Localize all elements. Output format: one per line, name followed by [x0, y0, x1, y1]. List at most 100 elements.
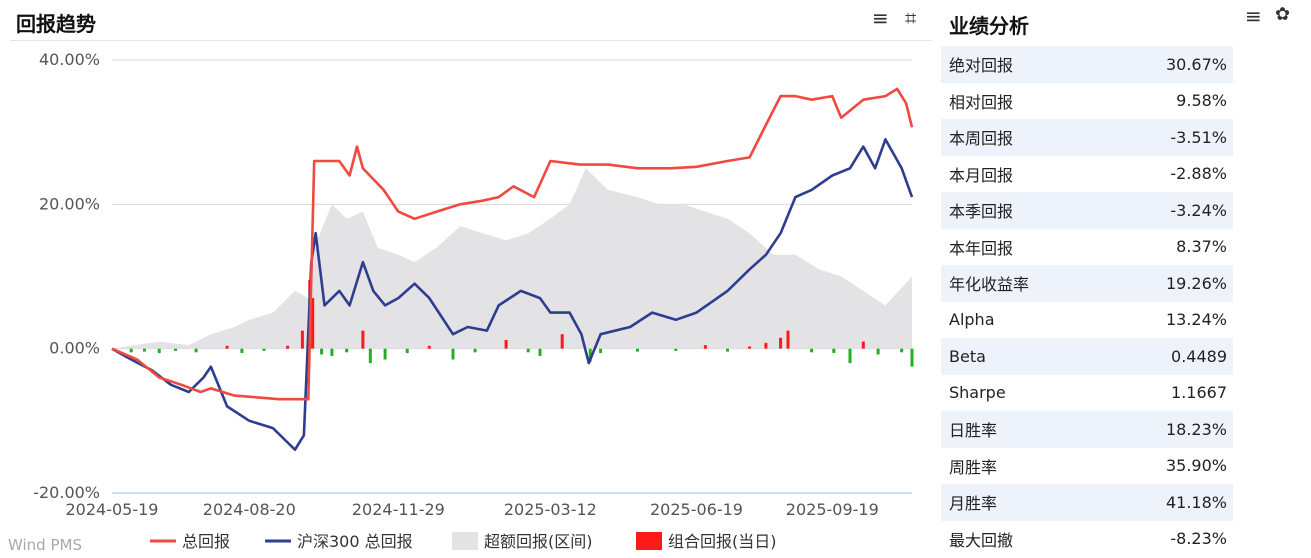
metric-label: Alpha [949, 310, 995, 330]
metric-row: 本年回报 8.37% [941, 229, 1233, 266]
daily-return-bar [157, 348, 161, 353]
hs300-return-line [111, 138, 914, 451]
metric-label: 绝对回报 [949, 56, 1014, 76]
settings-icon[interactable]: ✿ [1275, 4, 1291, 25]
metric-value: 35.90% [1165, 456, 1227, 476]
return-trend-title: 回报趋势 [16, 12, 96, 36]
daily-return-bar [748, 346, 752, 349]
x-tick-label: 2024-08-20 [203, 500, 296, 519]
metric-value: 0.4489 [1171, 346, 1227, 366]
metric-value: -3.24% [1170, 200, 1227, 220]
metric-label: 本季回报 [949, 202, 1014, 222]
menu-icon[interactable]: ≡ [872, 6, 889, 30]
metric-value: 19.26% [1165, 273, 1227, 293]
daily-return-bar [848, 348, 852, 364]
x-tick-label: 2024-05-19 [66, 500, 159, 519]
metric-row: 相对回报 9.58% [941, 83, 1233, 120]
x-tick-label: 2025-06-19 [650, 500, 743, 519]
daily-return-bar [861, 341, 865, 349]
excess-legend-swatch [452, 532, 478, 550]
metric-row: Sharpe 1.1667 [941, 375, 1233, 412]
metric-label: 周胜率 [949, 457, 998, 477]
title-divider [10, 40, 932, 41]
metric-row: 本周回报 -3.51% [941, 119, 1233, 156]
daily-return-bar [286, 345, 290, 349]
x-tick-label: 2025-03-12 [504, 500, 597, 519]
metric-value: 9.58% [1176, 91, 1227, 111]
crop-icon[interactable]: ⌗ [905, 6, 917, 30]
daily-legend-swatch [636, 532, 662, 550]
daily-return-bar [636, 348, 639, 352]
metric-row: Beta 0.4489 [941, 338, 1233, 375]
axis-labels-layer: 40.00% 20.00% 0.00% -20.00%2024-05-19 2024-0… [33, 50, 879, 519]
daily-return-bar [427, 345, 431, 349]
daily-return-bar [174, 348, 177, 351]
daily-return-bar [320, 348, 324, 355]
daily-return-bar [473, 348, 477, 353]
excess-return-area-layer [112, 168, 912, 349]
metric-value: 30.67% [1165, 54, 1227, 74]
chart-legend[interactable]: 总回报 沪深300 总回报 超额回报(区间) 组合回报(当日) [150, 532, 777, 551]
daily-return-bar [703, 345, 707, 349]
metric-value: 1.1667 [1171, 383, 1227, 403]
excess-return-area [112, 168, 912, 349]
y-tick-label: 0.00% [49, 339, 100, 358]
metric-row: 绝对回报 30.67% [941, 46, 1233, 83]
metric-value: 13.24% [1165, 310, 1227, 330]
total-legend-label[interactable]: 总回报 [182, 532, 230, 551]
metric-row: Alpha 13.24% [941, 302, 1233, 339]
x-tick-label: 2024-11-29 [352, 500, 445, 519]
metric-value: -3.51% [1170, 127, 1227, 147]
daily-return-bar [910, 348, 914, 367]
daily-return-bar [383, 348, 387, 360]
x-tick-label: 2025-09-19 [786, 500, 879, 519]
series-lines-layer [111, 87, 914, 451]
daily-return-bar [560, 334, 564, 349]
metric-row: 日胜率 18.23% [941, 411, 1233, 448]
daily-return-bar [368, 348, 372, 364]
daily-return-bar [300, 330, 304, 349]
metric-row: 本季回报 -3.24% [941, 192, 1233, 229]
metric-row: 月胜率 41.18% [941, 484, 1233, 521]
daily-return-bar [588, 348, 592, 362]
metric-label: 本年回报 [949, 238, 1014, 258]
metric-row: 周胜率 35.90% [941, 448, 1233, 485]
metric-label: 年化收益率 [949, 275, 1030, 295]
daily-return-bar [726, 348, 729, 352]
daily-return-bar [526, 348, 530, 353]
metric-row: 年化收益率 19.26% [941, 265, 1233, 302]
daily-return-bar [876, 348, 880, 355]
performance-metrics-table: 绝对回报 30.67% 相对回报 9.58% 本周回报 -3.51% 本月回报 -2.88% 本… [941, 46, 1233, 557]
metric-label: 本月回报 [949, 165, 1014, 185]
daily-return-bar [143, 348, 146, 352]
total-return-line [111, 87, 914, 401]
metric-label: 月胜率 [949, 494, 998, 514]
daily-return-bar [361, 330, 365, 349]
metric-value: 8.37% [1176, 237, 1227, 257]
daily-return-bar [504, 340, 508, 349]
daily-legend-label[interactable]: 组合回报(当日) [668, 532, 777, 551]
metric-row: 最大回撤 -8.23% [941, 521, 1233, 558]
daily-return-bar [674, 348, 678, 351]
metric-value: 41.18% [1165, 492, 1227, 512]
return-trend-panel: 40.00% 20.00% 0.00% -20.00% 2024-05-19 2024-0… [8, 6, 932, 554]
daily-return-bar [599, 348, 603, 353]
excess-legend-label[interactable]: 超额回报(区间) [484, 532, 593, 551]
y-tick-label: 40.00% [39, 50, 100, 69]
daily-return-bar [129, 348, 133, 353]
daily-return-bar [900, 348, 904, 353]
metric-label: 最大回撤 [949, 530, 1014, 550]
performance-analysis-panel: 业绩分析 ≡ ✿ 绝对回报 30.67% 相对回报 9.58% 本周回报 -3.51% 本月… [935, 0, 1311, 558]
y-tick-label: -20.00% [33, 483, 100, 502]
hs300-legend-label[interactable]: 沪深300 总回报 [297, 532, 413, 551]
metric-value: -2.88% [1170, 164, 1227, 184]
daily-return-bar [405, 348, 409, 353]
daily-return-bar [810, 348, 814, 353]
daily-return-bar [311, 298, 315, 349]
daily-return-bar [240, 348, 244, 353]
menu-icon[interactable]: ≡ [1245, 4, 1262, 28]
daily-return-bar [832, 348, 836, 353]
metric-row: 本月回报 -2.88% [941, 156, 1233, 193]
daily-return-bar [194, 348, 198, 353]
daily-return-bar [262, 348, 266, 351]
